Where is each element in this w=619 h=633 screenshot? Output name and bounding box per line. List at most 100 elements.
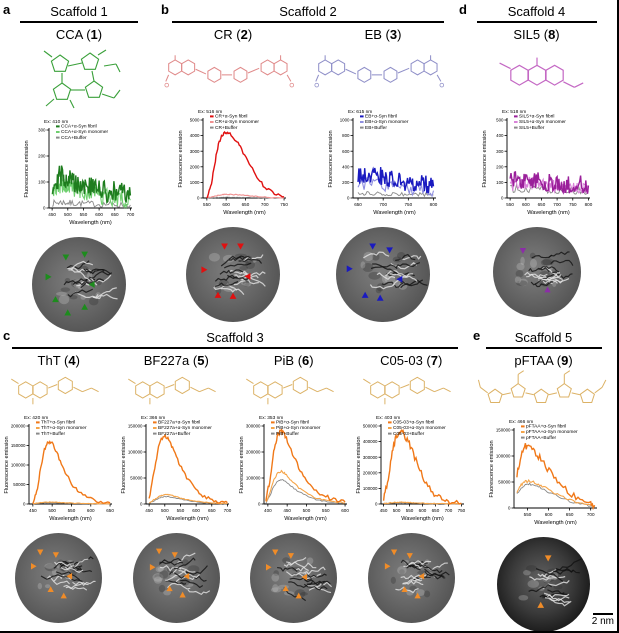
svg-text:Wavelength (nm): Wavelength (nm) <box>527 210 570 216</box>
compound-name: PiB (6) <box>273 353 314 368</box>
chemical-structure-drawing <box>43 49 121 109</box>
cryo-em-density-map <box>186 227 280 322</box>
svg-text:Fluorescence emission: Fluorescence emission <box>482 130 488 187</box>
svg-text:Ex: 410 nm: Ex: 410 nm <box>44 119 68 125</box>
svg-text:600: 600 <box>87 508 95 513</box>
compound-column: PiB (6) 400 450 500 550 600 0 100000 200000 3000… <box>237 349 351 623</box>
fluorescence-spectrum-chart: 450 500 550 600 650 0 50000 100000 150000 200000 W… <box>2 412 116 528</box>
svg-text:50000: 50000 <box>131 476 144 481</box>
svg-text:450: 450 <box>48 212 56 217</box>
em-density-drawing <box>384 549 450 599</box>
svg-text:Wavelength (nm): Wavelength (nm) <box>223 210 266 216</box>
svg-text:CR+Buffer: CR+Buffer <box>215 125 238 131</box>
svg-text:700: 700 <box>586 512 594 517</box>
svg-text:0: 0 <box>197 196 200 201</box>
chemical-structure-drawing <box>498 57 583 88</box>
svg-text:550: 550 <box>203 202 211 207</box>
svg-text:700: 700 <box>127 212 135 217</box>
compound-column: C05-03 (7) 450 500 550 600 650 700 750 0 100000 2… <box>354 349 468 623</box>
compound-column: EB (3) 650 700 750 800 0 200 400 600 800 1000 Wave… <box>313 23 453 322</box>
chemical-structure <box>355 368 467 410</box>
em-density-drawing <box>346 243 428 301</box>
em-density-drawing <box>201 243 266 299</box>
compound-name: EB (3) <box>364 27 402 42</box>
svg-text:BF227a+Buffer: BF227a+Buffer <box>158 431 191 437</box>
spectrum-plot: 400 450 500 550 600 0 100000 200000 300000 Wavele… <box>239 415 349 522</box>
svg-text:CCA+α-Syn fibril: CCA+α-Syn fibril <box>61 124 97 130</box>
svg-text:750: 750 <box>458 508 466 513</box>
svg-text:Ex: 366 nm: Ex: 366 nm <box>141 415 165 421</box>
svg-text:150000: 150000 <box>128 424 143 429</box>
svg-text:Ex: 420 nm: Ex: 420 nm <box>24 415 48 421</box>
compound-name: CR (2) <box>213 27 253 42</box>
svg-text:600: 600 <box>419 508 427 513</box>
svg-text:50000: 50000 <box>498 480 511 485</box>
svg-text:SIL5+α-Syn fibril: SIL5+α-Syn fibril <box>519 114 554 120</box>
svg-text:0: 0 <box>347 196 350 201</box>
svg-text:650: 650 <box>106 508 114 513</box>
svg-text:Fluorescence emission: Fluorescence emission <box>178 130 184 187</box>
svg-text:100000: 100000 <box>363 486 378 491</box>
svg-text:3000: 3000 <box>190 149 200 154</box>
compound-column: ThT (4) 450 500 550 600 650 0 50000 100000 15000… <box>2 349 116 623</box>
svg-text:500: 500 <box>302 508 310 513</box>
compound-name: BF227a (5) <box>143 353 209 368</box>
chemical-structure <box>120 368 232 410</box>
svg-text:EB+α-Syn fibril: EB+α-Syn fibril <box>365 114 397 120</box>
em-density-drawing <box>45 251 118 316</box>
chemical-structure-drawing <box>477 370 606 404</box>
svg-text:300000: 300000 <box>363 455 378 460</box>
svg-text:100: 100 <box>496 180 504 185</box>
chemical-structure <box>163 42 303 104</box>
compound-column: SIL5 (8) 550 600 650 700 750 800 0 100 200 300 400… <box>472 23 602 317</box>
chemical-structure-drawing <box>314 55 445 88</box>
svg-text:PiB+α-Syn fibril: PiB+α-Syn fibril <box>276 420 309 426</box>
svg-text:550: 550 <box>177 508 185 513</box>
spectrum-plot: 450 500 550 600 650 700 750 0 100000 200000 300000… <box>356 415 466 522</box>
svg-text:50000: 50000 <box>13 482 26 487</box>
svg-text:CR+α-Syn fibril: CR+α-Syn fibril <box>215 114 248 120</box>
spectrum-plot: 550 600 650 700 750 0 1000 2000 3000 4000 5000 Wave… <box>178 109 288 216</box>
svg-text:550: 550 <box>80 212 88 217</box>
cryo-em-density-map <box>367 533 455 623</box>
svg-text:700: 700 <box>379 202 387 207</box>
fluorescence-spectrum-chart: 400 450 500 550 600 0 100000 200000 300000 Wavele… <box>237 412 351 528</box>
em-density-drawing <box>31 549 96 599</box>
cryo-em-density-map <box>250 533 338 623</box>
panel-letter-a: a <box>3 2 11 17</box>
chemical-structure-drawing <box>245 376 334 405</box>
compound-row-a: CCA (1) 450 500 550 600 650 700 0 100 200 300 Wave… <box>0 23 158 332</box>
compound-column: CR (2) 550 600 650 700 750 0 1000 2000 3000 4000 5… <box>163 23 303 322</box>
svg-text:100000: 100000 <box>11 463 26 468</box>
svg-text:500: 500 <box>64 212 72 217</box>
svg-text:100000: 100000 <box>495 454 510 459</box>
chemical-structure <box>313 42 453 104</box>
panel-e: e Scaffold 5 pFTAA (9) 550 600 650 700 0 5000… <box>470 326 617 631</box>
svg-text:Ex: 403 nm: Ex: 403 nm <box>376 415 400 421</box>
svg-text:CR+α-Syn monomer: CR+α-Syn monomer <box>215 119 259 125</box>
svg-text:Wavelength (nm): Wavelength (nm) <box>534 520 577 526</box>
svg-text:300000: 300000 <box>246 424 261 429</box>
svg-text:0: 0 <box>501 196 504 201</box>
svg-text:0: 0 <box>258 502 261 507</box>
svg-text:600: 600 <box>341 508 349 513</box>
svg-text:Fluorescence emission: Fluorescence emission <box>489 440 495 497</box>
svg-text:700: 700 <box>261 202 269 207</box>
fluorescence-spectrum-chart: 550 600 650 700 750 800 0 100 200 300 400 500 Wavele… <box>480 106 594 222</box>
panel-letter-b: b <box>161 2 169 17</box>
spectrum-plot: 550 600 650 700 750 800 0 100 200 300 400 500 Wavele… <box>482 109 593 216</box>
svg-text:600: 600 <box>193 508 201 513</box>
svg-text:500: 500 <box>496 118 504 123</box>
svg-text:650: 650 <box>354 202 362 207</box>
fluorescence-spectrum-chart: 450 500 550 600 650 700 750 0 100000 200000 300000… <box>354 412 468 528</box>
svg-text:SIL5+α-Syn monomer: SIL5+α-Syn monomer <box>519 119 566 125</box>
svg-text:750: 750 <box>404 202 412 207</box>
svg-text:550: 550 <box>406 508 414 513</box>
em-density-drawing <box>518 555 582 608</box>
svg-text:Ex: 615 nm: Ex: 615 nm <box>348 109 372 115</box>
svg-text:0: 0 <box>375 502 378 507</box>
scaffold-2-title: Scaffold 2 <box>172 4 444 23</box>
compound-column: BF227a (5) 450 500 550 600 650 700 0 50000 10000… <box>119 349 233 623</box>
svg-text:Ex: 466 nm: Ex: 466 nm <box>509 419 533 425</box>
svg-text:Ex: 516 nm: Ex: 516 nm <box>198 109 222 115</box>
